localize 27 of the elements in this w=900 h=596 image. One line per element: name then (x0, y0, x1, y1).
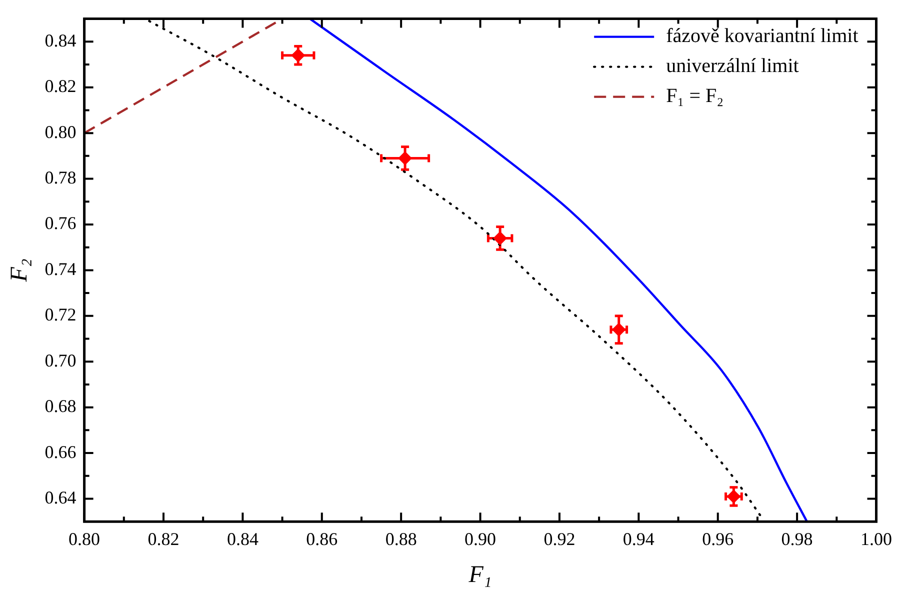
x-tick-label: 0.84 (226, 529, 258, 550)
x-tick-label: 0.92 (544, 529, 576, 550)
x-axis-title: F₁ (468, 562, 492, 588)
y-tick-label: 0.68 (44, 396, 76, 416)
x-tick-label: 0.82 (148, 529, 180, 550)
y-tick-label: 0.76 (44, 213, 76, 234)
y-axis-title: F₂ (6, 258, 33, 283)
x-tick-label: 0.96 (702, 529, 734, 550)
x-tick-label: 0.98 (781, 529, 813, 550)
x-tick-label: 1.00 (860, 529, 892, 550)
y-tick-label: 0.64 (44, 487, 76, 508)
y-tick-label: 0.70 (44, 350, 76, 370)
y-tick-label: 0.66 (44, 442, 76, 462)
x-tick-label: 0.80 (68, 529, 100, 550)
legend-label: univerzální limit (666, 55, 800, 78)
y-tick-label: 0.82 (44, 76, 76, 96)
y-tick-label: 0.78 (44, 168, 76, 188)
y-tick-label: 0.74 (44, 258, 76, 279)
legend-label: fázově kovariantní limit (666, 25, 859, 48)
legend-label: F₁ = F₂ (666, 85, 724, 108)
y-tick-label: 0.80 (44, 122, 76, 142)
x-tick-label: 0.86 (306, 529, 338, 550)
y-tick-label: 0.84 (44, 30, 76, 50)
x-tick-label: 0.94 (622, 529, 654, 550)
y-tick-label: 0.72 (44, 304, 76, 325)
x-tick-label: 0.90 (464, 529, 496, 550)
x-tick-label: 0.88 (385, 529, 417, 550)
